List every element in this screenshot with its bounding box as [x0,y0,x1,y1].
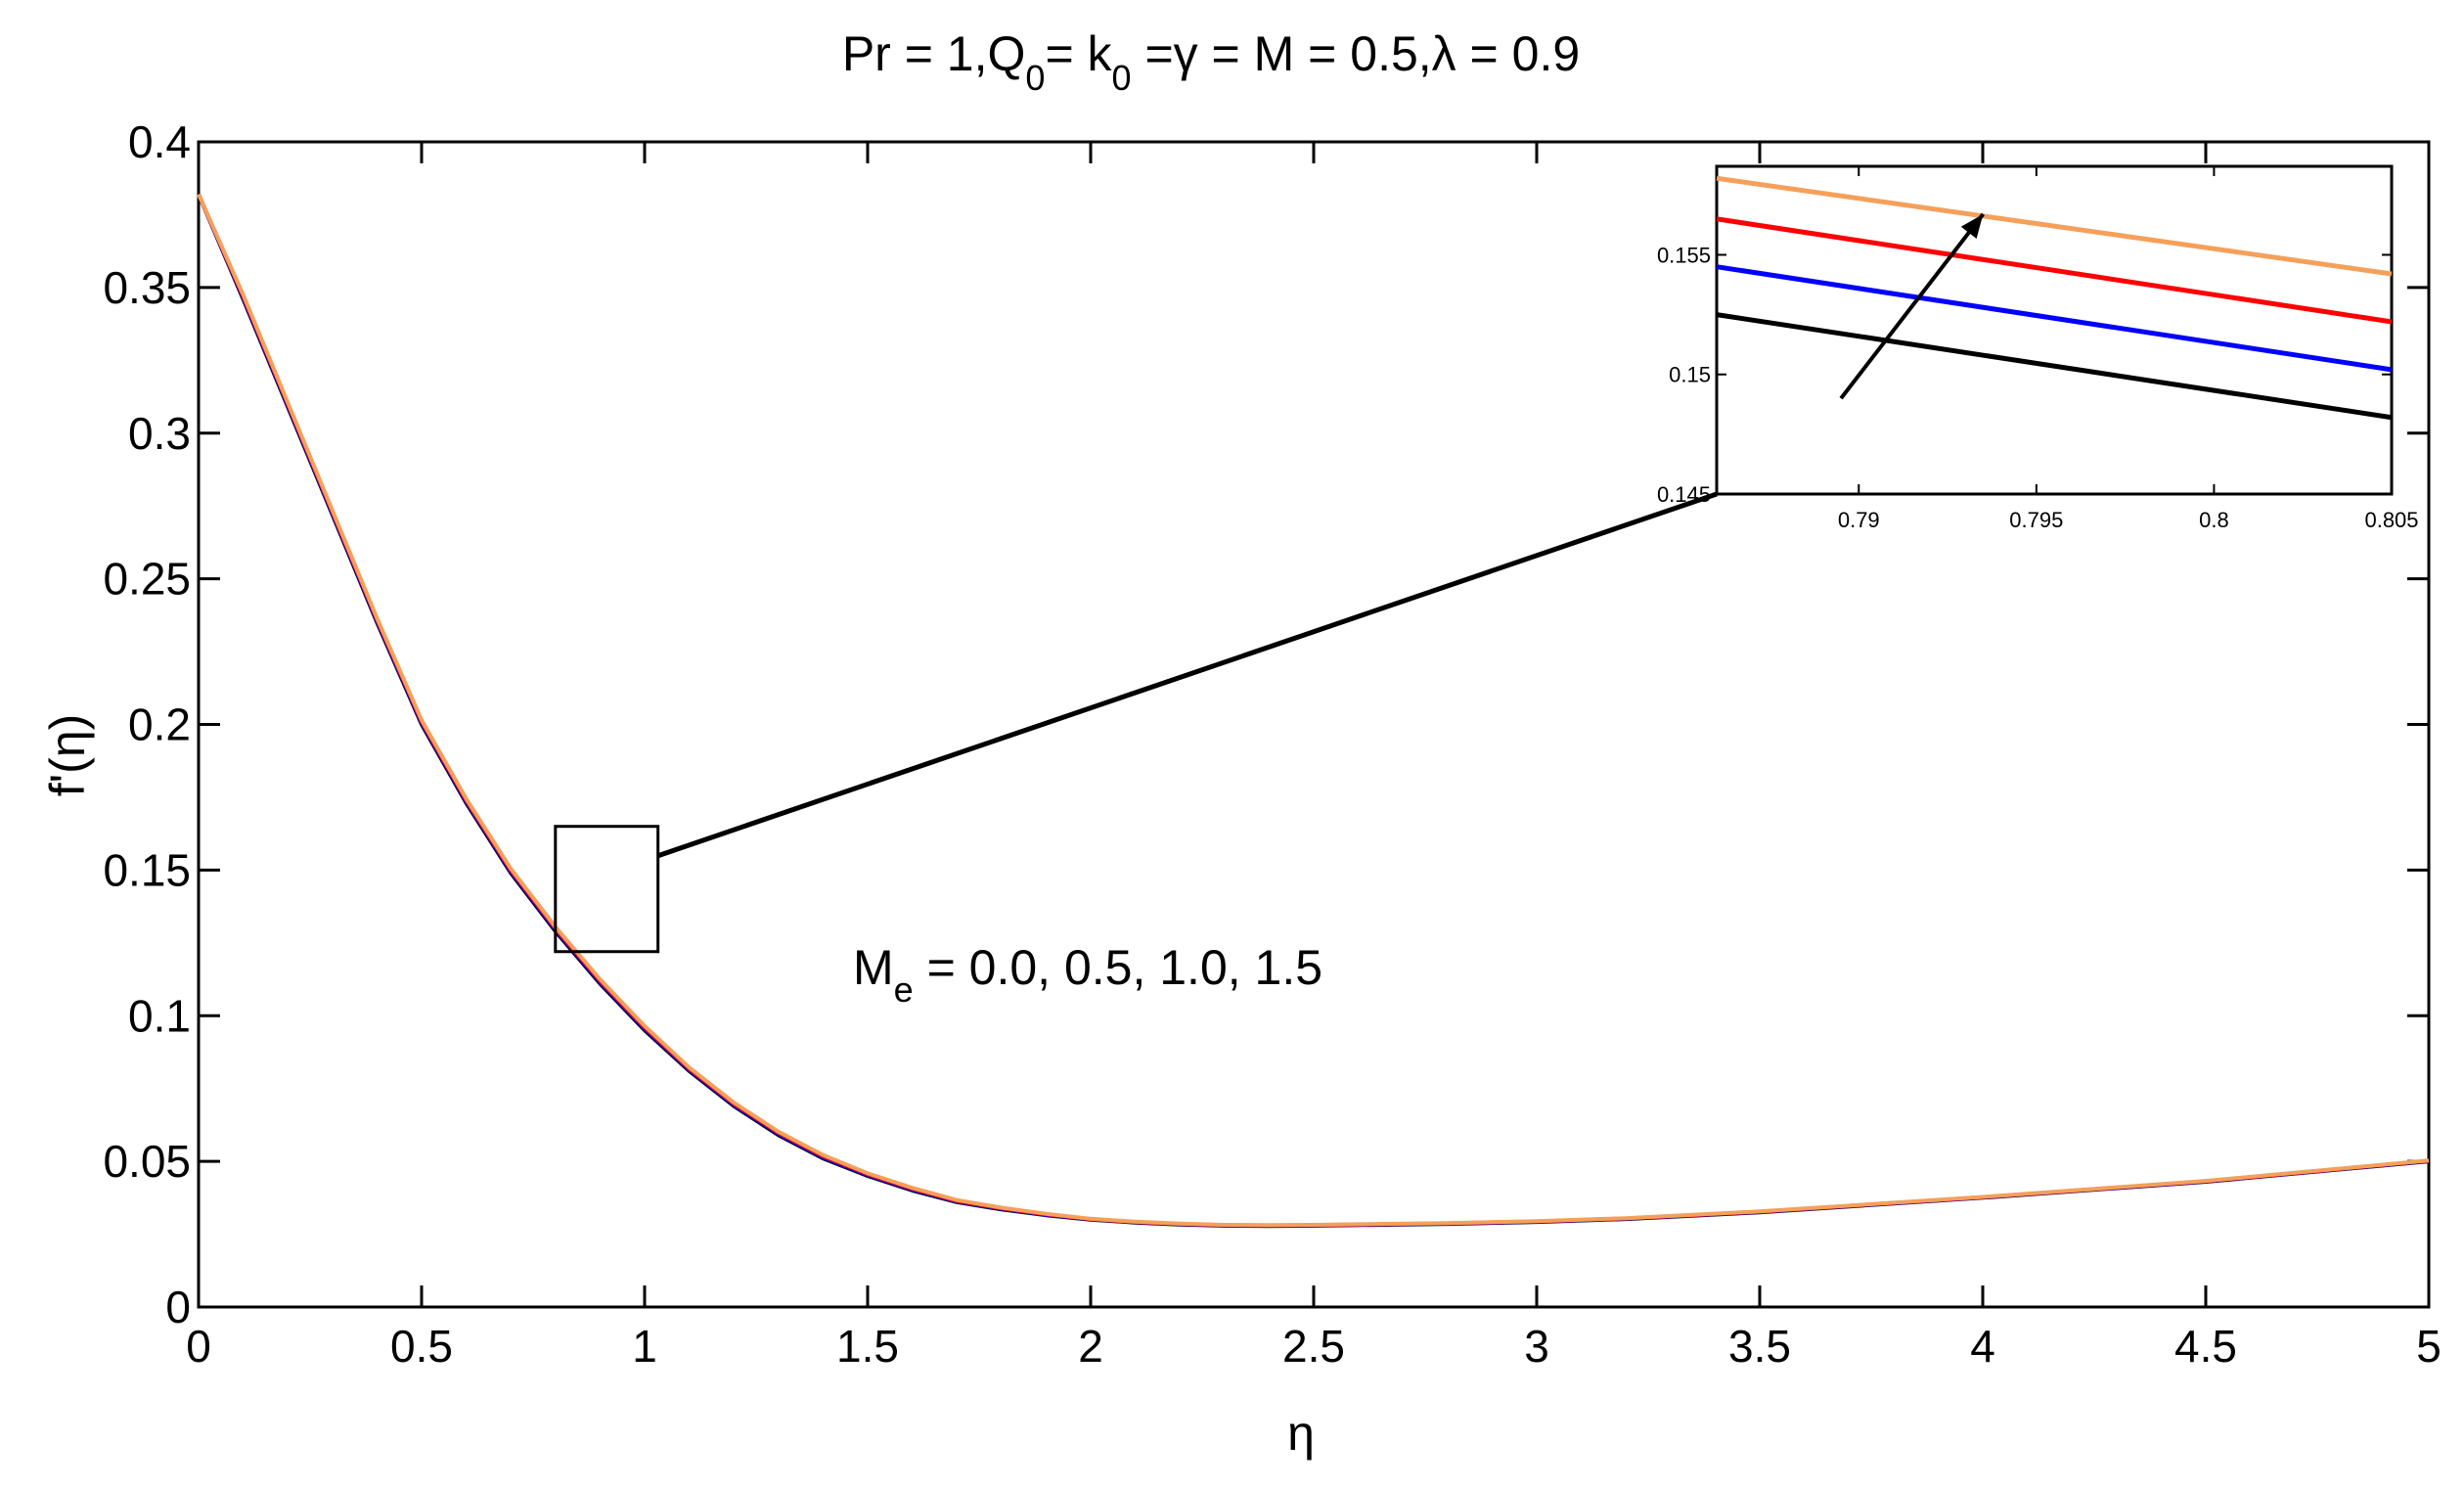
y-tick-label: 0.35 [103,262,191,313]
inset-y-tick-label: 0.155 [1657,243,1711,267]
x-tick-label: 5 [2416,1321,2442,1372]
x-tick-label: 3 [1524,1321,1549,1372]
inset-x-tick-label: 0.79 [1838,508,1880,532]
inset-series-line-1 [1716,264,2393,373]
y-tick-label: 0.3 [128,408,191,459]
inset-y-tick-label: 0.15 [1669,363,1711,387]
inset-arrow-head [1960,213,1984,240]
x-tick-label: 2 [1078,1321,1103,1372]
y-tick-label: 0.15 [103,844,191,895]
zoom-box [554,825,660,954]
inset-arrow-shaft [1839,212,1985,400]
inset-series-line-0 [1716,312,2393,421]
inset-y-tick-label: 0.145 [1657,482,1711,507]
inset-plot: 0.79 0.795 0.8 0.805 0.145 0.15 0.155 [656,164,2419,859]
chart-title: Pr = 1,Q0= k0 =γ = M = 0.5,λ = 0.9 [842,26,1580,98]
y-tick-label: 0 [165,1282,191,1332]
x-tick-label: 4 [1970,1321,1995,1372]
x-tick-label: 0.5 [390,1321,453,1372]
x-tick-label: 1.5 [836,1321,899,1372]
inset-x-tick-label: 0.795 [2009,508,2063,532]
inset-x-tick-label: 0.805 [2364,508,2418,532]
x-tick-label: 4.5 [2174,1321,2237,1372]
series-annotation: Me = 0.0, 0.5, 1.0, 1.5 [853,940,1322,1010]
x-tick-label: 1 [632,1321,657,1372]
inset-x-tick-label: 0.8 [2199,508,2229,532]
y-tick-label: 0.4 [128,116,191,167]
x-tick-label: 0 [186,1321,211,1372]
series-line-3 [197,193,2430,1228]
y-tick-label: 0.1 [128,990,191,1041]
x-axis-label: η [1287,1406,1315,1461]
y-tick-label: 0.2 [128,699,191,750]
x-tick-label: 3.5 [1728,1321,1791,1372]
y-axis-label: f'(η) [40,714,95,797]
zoom-connector-line [656,491,1718,859]
y-tick-label: 0.05 [103,1136,191,1187]
x-tick-label: 2.5 [1282,1321,1345,1372]
main-plot-area: 0 0.5 1 1.5 2 2.5 3 3.5 4 4.5 5 0 0.05 0.1 0.15 0.2 0.25… [103,116,2441,1372]
inset-series-line-2 [1716,216,2393,325]
inset-series-line-3 [1716,175,2393,277]
y-tick-label: 0.25 [103,554,191,605]
